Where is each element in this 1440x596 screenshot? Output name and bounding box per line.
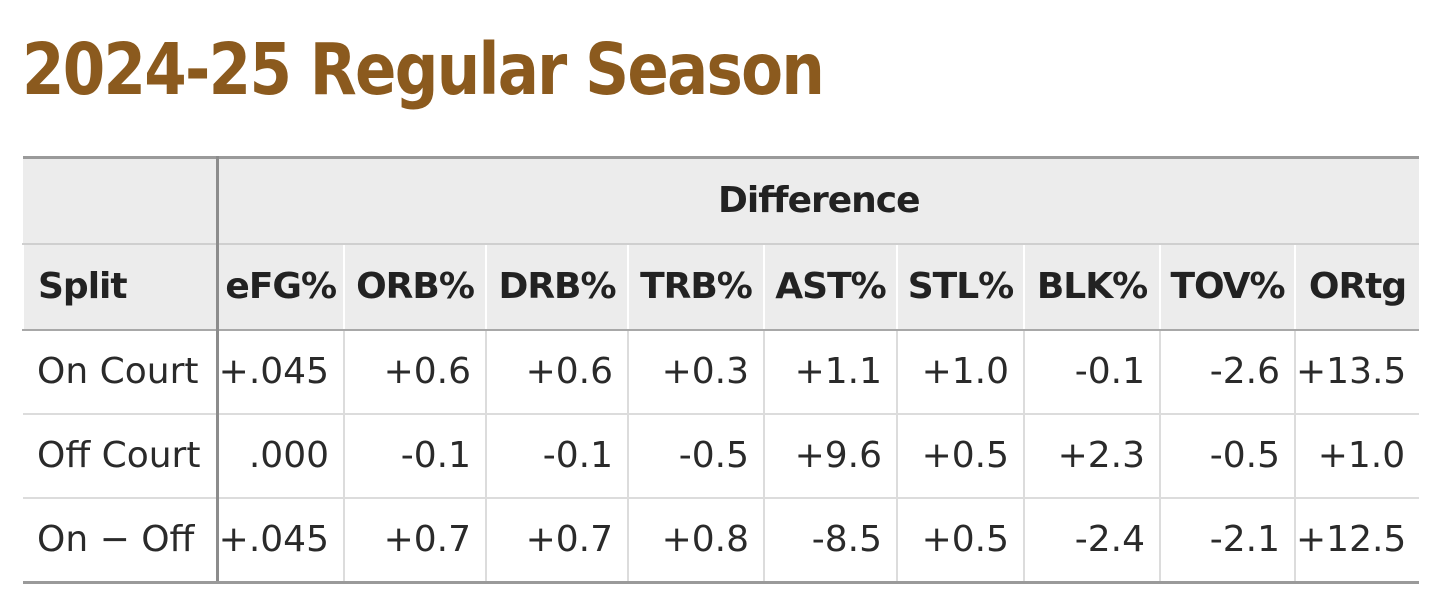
header-corner-cell	[23, 156, 219, 244]
ortg-cell: +1.0	[1293, 413, 1420, 498]
stl-pct-cell: +1.0	[896, 329, 1024, 414]
col-header-drb-pct[interactable]: DRB%	[485, 243, 628, 331]
split-label: On − Off	[23, 497, 219, 584]
on-off-stats-table: Difference Split eFG% ORB% DRB% TRB% AST…	[22, 156, 1420, 584]
table-row: Off Court .000 -0.1 -0.1 -0.5 +9.6 +0.5 …	[23, 413, 1420, 498]
tov-pct-cell: -2.6	[1159, 329, 1295, 414]
page-title: 2024-25 Regular Season	[22, 28, 825, 111]
orb-pct-cell: +0.7	[343, 497, 486, 584]
col-header-orb-pct[interactable]: ORB%	[343, 243, 486, 331]
column-header-row: Split eFG% ORB% DRB% TRB% AST% STL% BLK%…	[22, 243, 1420, 331]
col-header-ortg[interactable]: ORtg	[1293, 243, 1420, 331]
split-label: Off Court	[23, 413, 219, 498]
blk-pct-cell: -0.1	[1023, 329, 1160, 414]
group-header-row: Difference	[23, 156, 1420, 244]
efg-pct-cell: +.045	[216, 497, 344, 584]
efg-pct-cell: .000	[216, 413, 344, 498]
orb-pct-cell: -0.1	[343, 413, 486, 498]
col-header-tov-pct[interactable]: TOV%	[1159, 243, 1295, 331]
drb-pct-cell: -0.1	[485, 413, 628, 498]
trb-pct-cell: +0.3	[627, 329, 764, 414]
drb-pct-cell: +0.6	[485, 329, 628, 414]
tov-pct-cell: -2.1	[1159, 497, 1295, 584]
col-header-stl-pct[interactable]: STL%	[896, 243, 1024, 331]
ast-pct-cell: +1.1	[763, 329, 897, 414]
col-header-trb-pct[interactable]: TRB%	[627, 243, 764, 331]
table-row: On − Off +.045 +0.7 +0.7 +0.8 -8.5 +0.5 …	[23, 497, 1420, 584]
ast-pct-cell: -8.5	[763, 497, 897, 584]
orb-pct-cell: +0.6	[343, 329, 486, 414]
difference-group-header: Difference	[217, 156, 1420, 244]
col-header-ast-pct[interactable]: AST%	[763, 243, 897, 331]
ortg-cell: +13.5	[1293, 329, 1420, 414]
col-header-blk-pct[interactable]: BLK%	[1023, 243, 1160, 331]
blk-pct-cell: -2.4	[1023, 497, 1160, 584]
tov-pct-cell: -0.5	[1159, 413, 1295, 498]
stl-pct-cell: +0.5	[896, 413, 1024, 498]
stl-pct-cell: +0.5	[896, 497, 1024, 584]
trb-pct-cell: -0.5	[627, 413, 764, 498]
table-row: On Court +.045 +0.6 +0.6 +0.3 +1.1 +1.0 …	[23, 329, 1420, 414]
col-header-split[interactable]: Split	[22, 243, 219, 331]
ast-pct-cell: +9.6	[763, 413, 897, 498]
blk-pct-cell: +2.3	[1023, 413, 1160, 498]
trb-pct-cell: +0.8	[627, 497, 764, 584]
efg-pct-cell: +.045	[216, 329, 344, 414]
drb-pct-cell: +0.7	[485, 497, 628, 584]
col-header-efg-pct[interactable]: eFG%	[216, 243, 344, 331]
ortg-cell: +12.5	[1293, 497, 1420, 584]
split-label: On Court	[23, 329, 219, 414]
